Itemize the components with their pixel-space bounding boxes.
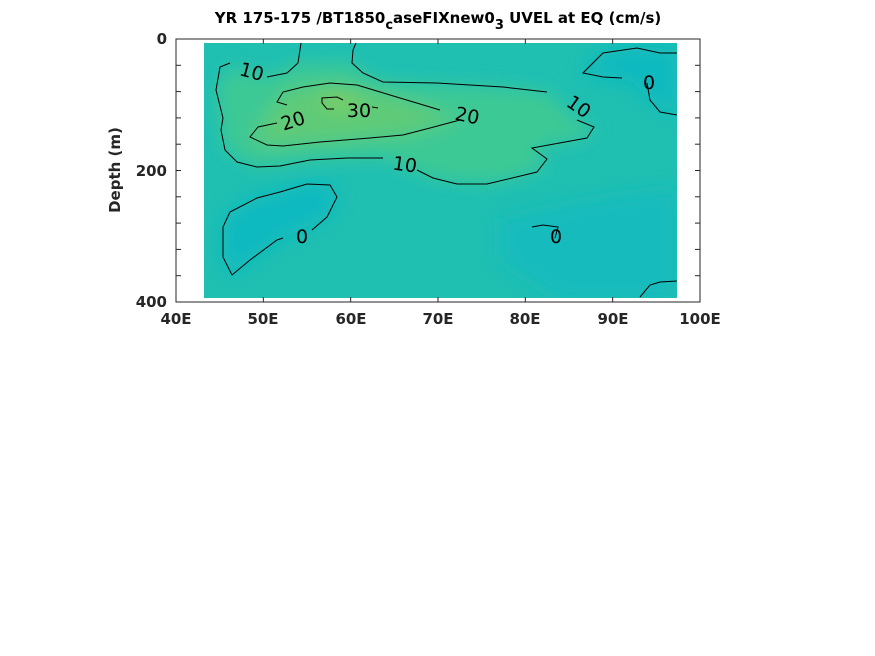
y-tick-label: 0 <box>157 30 167 48</box>
contour-0-lowerleft <box>222 183 338 276</box>
contour-10-main <box>215 42 595 185</box>
chart-title: YR 175-175 /BT1850caseFIXnew03 UVEL at E… <box>214 9 662 33</box>
contour-0-upperright <box>581 47 678 116</box>
contour-10-topleft <box>266 42 302 78</box>
y-axis-label: Depth (m) <box>106 127 124 213</box>
contour-lines <box>215 42 678 298</box>
field-high <box>250 83 460 145</box>
contour-0-small <box>531 224 559 239</box>
y-tick-label: 200 <box>136 162 167 180</box>
filled-contours <box>204 43 677 298</box>
contour-label: 0 <box>296 226 308 248</box>
axis-ticks <box>175 38 701 303</box>
x-tick-label: 40E <box>160 310 191 328</box>
contour-labels: 10 10 10 20 20 30 0 0 0 <box>237 58 655 248</box>
contour-label: 30 <box>347 100 371 122</box>
x-tick-label: 60E <box>335 310 366 328</box>
x-tick-label: 50E <box>247 310 278 328</box>
field-low-right2 <box>500 190 677 298</box>
contour-0-bottomright <box>639 280 678 298</box>
field-low-left <box>223 184 337 275</box>
x-tick-label: 90E <box>597 310 628 328</box>
contour-label: 0 <box>643 72 655 94</box>
y-tick-labels: 0 200 400 <box>136 30 167 311</box>
x-tick-label: 100E <box>679 310 721 328</box>
contour-30 <box>321 96 379 110</box>
x-tick-label: 80E <box>509 310 540 328</box>
x-tick-label: 70E <box>422 310 453 328</box>
contour-20 <box>249 82 461 147</box>
contour-label: 10 <box>391 152 418 177</box>
contour-label: 0 <box>550 226 562 248</box>
field-low-right <box>583 46 677 115</box>
field-low-bottom <box>640 280 677 298</box>
y-tick-label: 400 <box>136 293 167 311</box>
x-tick-labels: 40E 50E 60E 70E 80E 90E 100E <box>160 310 720 328</box>
contour-label: 20 <box>453 103 481 130</box>
